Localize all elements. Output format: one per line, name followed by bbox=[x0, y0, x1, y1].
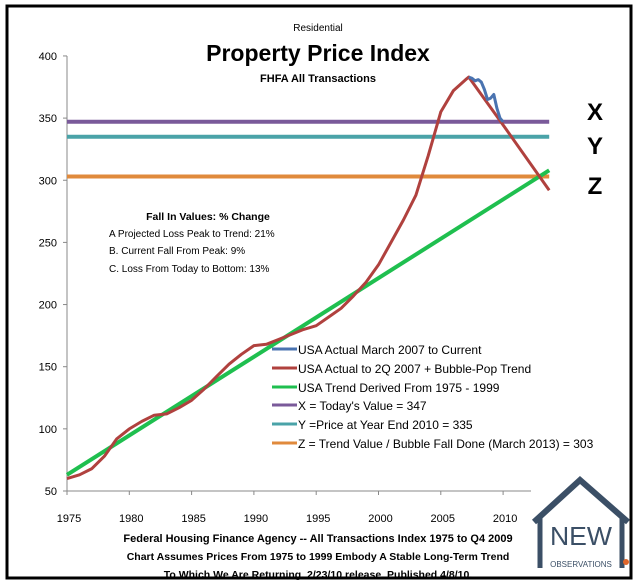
chart-subtitle: FHFA All Transactions bbox=[260, 73, 376, 85]
legend-label: Y =Price at Year End 2010 = 335 bbox=[298, 418, 473, 432]
annotation-box: Fall In Values: % Change A Projected Los… bbox=[109, 211, 275, 275]
y-tick-label: 250 bbox=[39, 237, 57, 249]
annotation-line: B. Current Fall From Peak: 9% bbox=[109, 246, 245, 257]
chart-supertitle: Residential bbox=[293, 23, 342, 34]
marker-label: Y bbox=[587, 133, 603, 160]
series-line-0 bbox=[468, 75, 505, 123]
xyz-markers: XYZ bbox=[587, 99, 603, 200]
y-tick-label: 150 bbox=[39, 362, 57, 374]
legend-label: X = Today's Value = 347 bbox=[298, 399, 427, 413]
footer-line: Federal Housing Finance Agency -- All Tr… bbox=[123, 533, 512, 545]
legend-label: USA Trend Derived From 1975 - 1999 bbox=[298, 381, 500, 395]
x-tick-label: 1995 bbox=[306, 513, 330, 525]
x-tick-label: 1990 bbox=[244, 513, 268, 525]
y-tick-label: 100 bbox=[39, 424, 57, 436]
marker-label: X bbox=[587, 99, 603, 126]
x-tick-label: 1985 bbox=[181, 513, 205, 525]
y-tick-label: 300 bbox=[39, 175, 57, 187]
footer-line: To Which We Are Returning. 2/23/10 relea… bbox=[164, 569, 473, 581]
svg-text:OBSERVATIONS: OBSERVATIONS bbox=[550, 560, 612, 569]
footer: Federal Housing Finance Agency -- All Tr… bbox=[123, 533, 512, 581]
y-tick-label: 400 bbox=[39, 51, 57, 63]
series-line-1 bbox=[66, 75, 551, 481]
x-tick-label: 2005 bbox=[431, 513, 455, 525]
marker-label: Z bbox=[588, 173, 603, 200]
legend-label: USA Actual to 2Q 2007 + Bubble-Pop Trend bbox=[298, 362, 531, 376]
y-tick-label: 350 bbox=[39, 113, 57, 125]
annotation-line: A Projected Loss Peak to Trend: 21% bbox=[109, 229, 275, 240]
legend: USA Actual March 2007 to Current USA Actu… bbox=[272, 343, 594, 451]
x-tick-label: 2010 bbox=[493, 513, 517, 525]
chart-frame bbox=[5, 4, 633, 580]
y-tick-label: 200 bbox=[39, 300, 57, 312]
new-observations-logo: NEW OBSERVATIONS bbox=[531, 475, 630, 569]
x-tick-label: 1980 bbox=[119, 513, 143, 525]
svg-text:NEW: NEW bbox=[550, 521, 612, 551]
series-line-2 bbox=[65, 168, 551, 477]
legend-label: Z = Trend Value / Bubble Fall Done (Marc… bbox=[298, 437, 594, 451]
chart-title: Property Price Index bbox=[206, 40, 430, 66]
annotation-heading: Fall In Values: % Change bbox=[146, 211, 270, 223]
legend-label: USA Actual March 2007 to Current bbox=[298, 343, 482, 357]
footer-line: Chart Assumes Prices From 1975 to 1999 E… bbox=[127, 551, 510, 563]
x-tick-label: 1975 bbox=[57, 513, 81, 525]
x-tick-label: 2000 bbox=[368, 513, 392, 525]
annotation-line: C. Loss From Today to Bottom: 13% bbox=[109, 264, 270, 275]
series-group bbox=[65, 75, 551, 481]
axes: 50 100 150 200 250 300 350 400 1975 1980 1985 1990 1… bbox=[39, 51, 531, 525]
y-tick-label: 50 bbox=[45, 486, 57, 498]
